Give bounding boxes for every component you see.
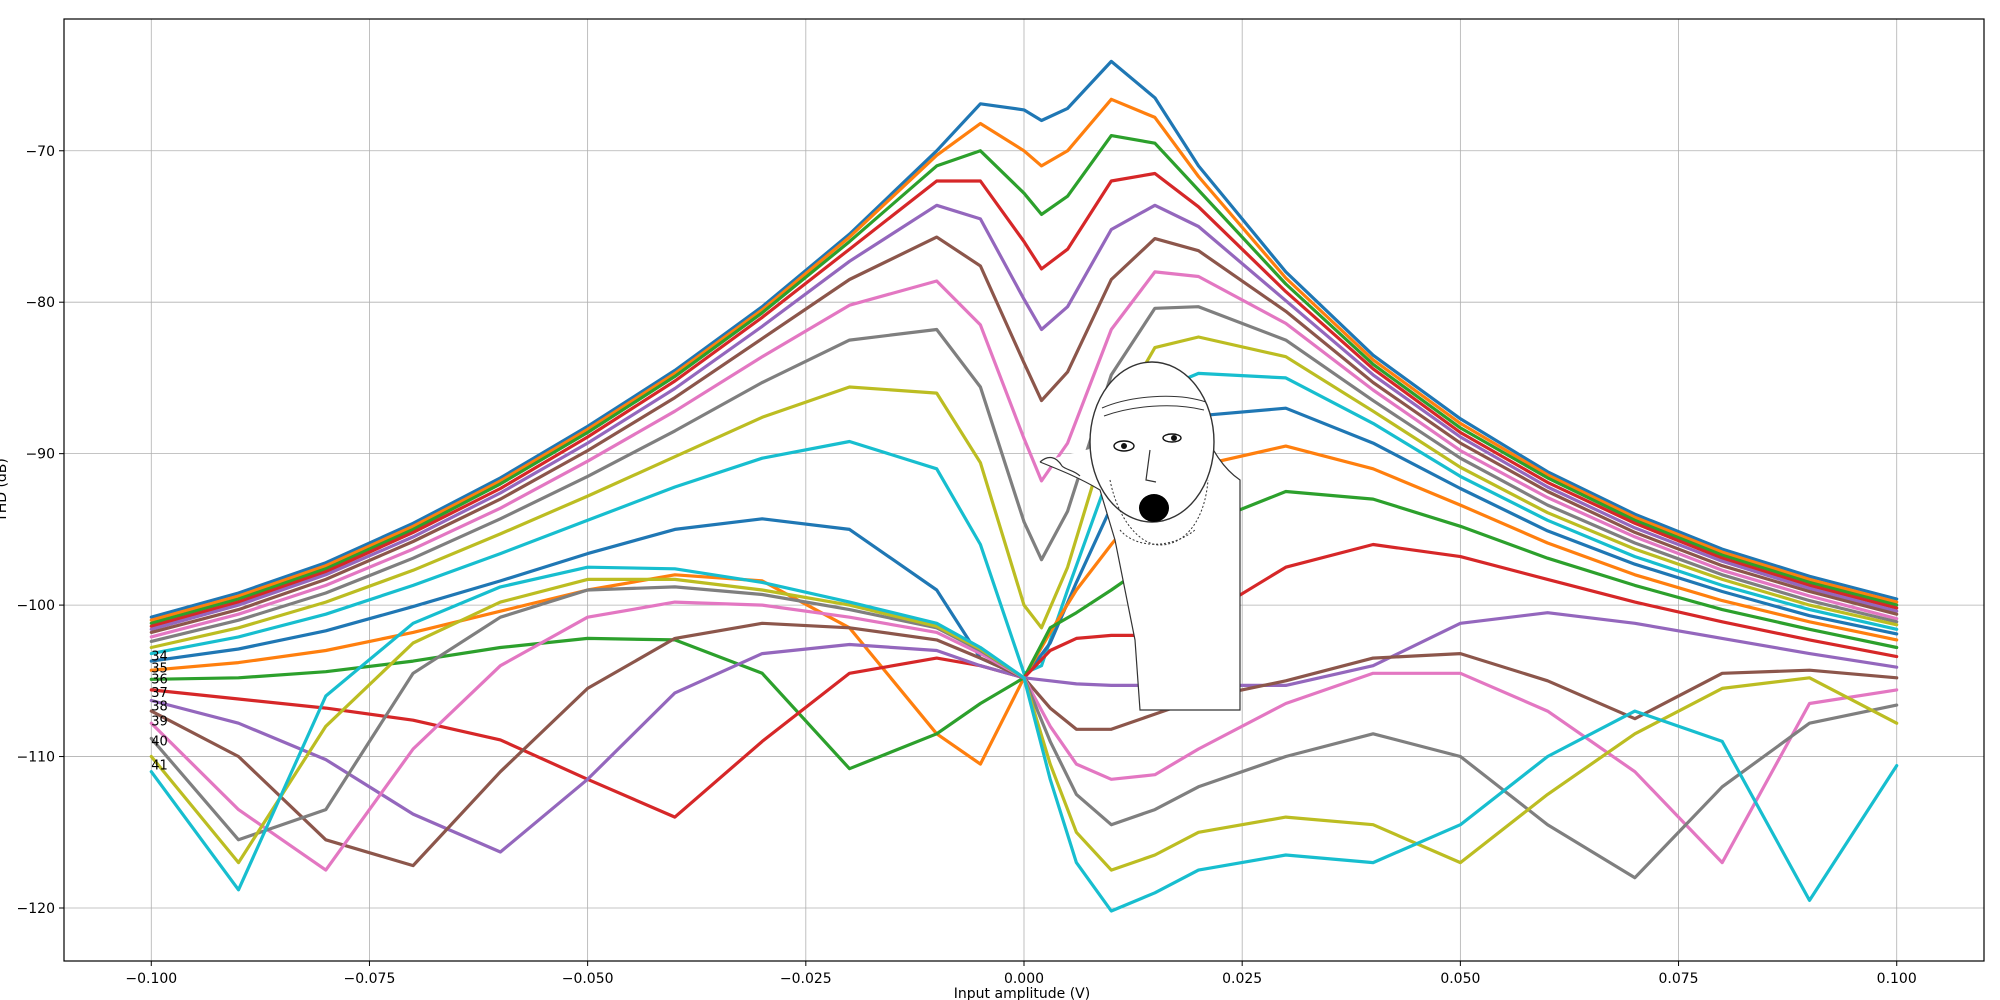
series-line-3 [149, 171, 1899, 628]
x-tick-label: −0.025 [780, 971, 832, 987]
series-line-2 [149, 134, 1899, 625]
y-tick-label: −120 [17, 901, 55, 917]
x-tick-label: 0.000 [1004, 971, 1044, 987]
series-line-7 [149, 305, 1899, 643]
x-axis-label: Input amplitude (V) [954, 986, 1090, 1000]
y-axis-ticks: −120 −110 −100 −90 −80 −70 [17, 144, 64, 917]
series-line-0 [149, 59, 1899, 619]
wojak-pointing-sketch [1039, 361, 1241, 711]
open-mouth [1139, 494, 1169, 522]
y-axis-label: THD (dB) [0, 458, 10, 523]
series-line-12 [149, 489, 1899, 771]
y-tick-label: −110 [17, 750, 55, 766]
x-axis-ticks: −0.100 −0.075 −0.050 −0.025 0.000 0.025 0.050 0… [125, 961, 1917, 987]
series-line-8 [149, 335, 1899, 650]
x-tick-label: −0.100 [125, 971, 177, 987]
series-line-5 [149, 235, 1899, 634]
x-tick-label: −0.050 [562, 971, 614, 987]
curve-label: 36 [151, 672, 168, 687]
series-line-10 [149, 406, 1899, 680]
curve-label: 39 [151, 715, 168, 730]
grid-lines [64, 19, 1984, 961]
series-line-11 [149, 444, 1899, 766]
series-lines [149, 59, 1899, 913]
series-line-13 [149, 542, 1899, 819]
curve-label: 41 [151, 759, 168, 774]
x-tick-label: 0.100 [1877, 971, 1917, 987]
series-line-19 [149, 565, 1899, 913]
x-tick-label: −0.075 [344, 971, 396, 987]
series-line-16 [149, 600, 1899, 872]
curve-label: 38 [151, 700, 168, 715]
series-line-4 [149, 203, 1899, 631]
curve-label: 34 [151, 650, 168, 665]
y-tick-label: −80 [25, 295, 55, 311]
curve-label: 37 [151, 686, 168, 701]
x-tick-label: 0.075 [1658, 971, 1698, 987]
series-line-17 [149, 585, 1899, 880]
y-tick-label: −90 [25, 447, 55, 463]
series-line-9 [149, 371, 1899, 675]
series-line-18 [149, 577, 1899, 872]
y-tick-label: −100 [17, 598, 55, 614]
y-tick-label: −70 [25, 144, 55, 160]
x-tick-label: 0.025 [1222, 971, 1262, 987]
series-line-15 [149, 621, 1899, 868]
curve-label: 35 [151, 662, 168, 677]
series-line-14 [149, 611, 1899, 854]
series-line-1 [149, 97, 1899, 622]
series-line-6 [149, 270, 1899, 639]
x-tick-label: 0.050 [1440, 971, 1480, 987]
curve-label: 40 [151, 734, 168, 749]
